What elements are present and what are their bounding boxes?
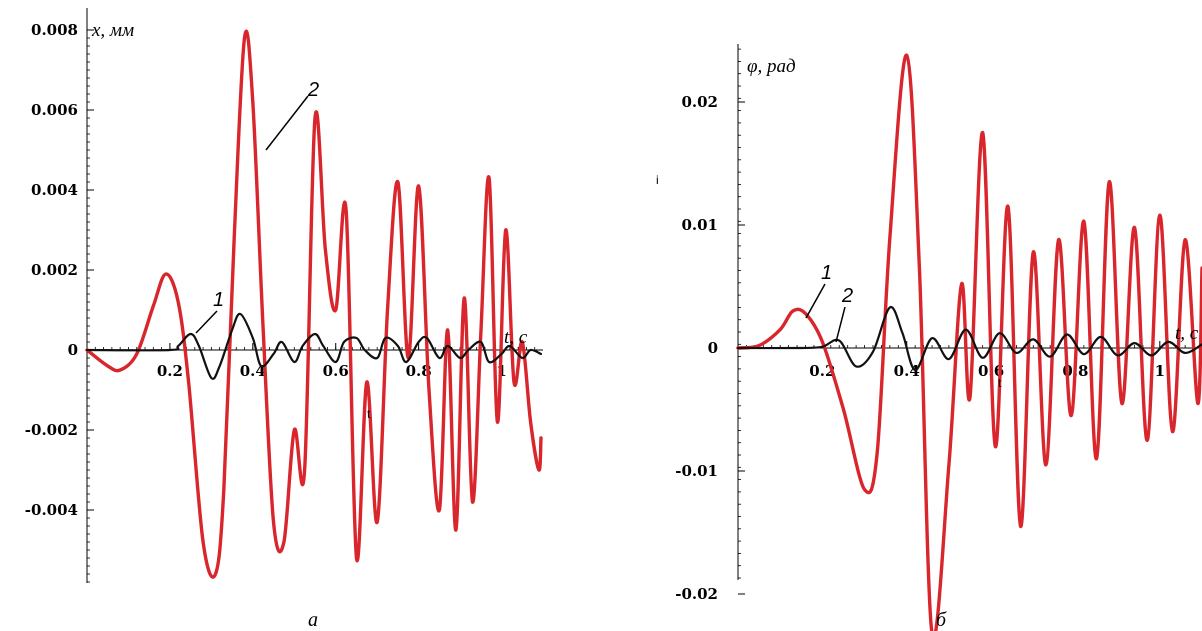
- y-tick-label-b: 0.02: [681, 93, 718, 111]
- x-axis-label-b: t, c: [1175, 323, 1199, 344]
- x-axis-label-a: t, c: [504, 327, 528, 348]
- y-tick-label-b: 0: [708, 339, 718, 357]
- x-tick-label-a: 0.6: [323, 362, 349, 380]
- curve-leader-a-1: [195, 310, 218, 334]
- x-tick-label-b: 1: [1155, 362, 1165, 380]
- stray-mark-a: t: [367, 407, 371, 421]
- y-axis-label-a: x, мм: [91, 20, 134, 41]
- curve-label-a-2: 2: [307, 79, 319, 101]
- curve-label-b-1: 1: [821, 262, 832, 284]
- x-tick-label-a: 0.4: [240, 362, 266, 380]
- panel-label-b: б: [936, 609, 947, 631]
- stray-mark-b-i: i: [656, 173, 659, 187]
- curve-leader-a-2: [265, 95, 309, 151]
- y-tick-label-a: -0.002: [25, 421, 78, 439]
- y-tick-label-a: 0.002: [31, 261, 78, 279]
- series-line-a-1: [85, 312, 543, 380]
- y-tick-label-a: -0.004: [25, 501, 78, 519]
- curve-label-a-1: 1: [213, 289, 224, 311]
- x-tick-label-a: 0.8: [406, 362, 432, 380]
- chart-panel-b: 0.2 0.4 0.6 0.8 10.020.010-0.01-0.02 φ, рад …: [656, 44, 1202, 631]
- y-tick-label-b: 0.01: [681, 216, 718, 234]
- series-line-b-2: [736, 306, 1202, 372]
- y-tick-label-b: -0.01: [675, 462, 718, 480]
- y-axis-label-b: φ, рад: [747, 56, 796, 77]
- y-tick-label-a: 0: [68, 341, 78, 359]
- y-tick-label-a: 0.004: [31, 181, 78, 199]
- y-tick-label-a: 0.006: [31, 101, 78, 119]
- curve-label-b-2: 2: [841, 285, 853, 307]
- y-tick-label-b: -0.02: [675, 585, 718, 603]
- stray-mark-b-t: t: [998, 376, 1002, 390]
- curve-leader-b-2: [835, 306, 846, 343]
- y-tick-label-a: 0.008: [31, 21, 78, 39]
- panel-label-a: а: [308, 609, 318, 631]
- x-tick-label-b: 0.2: [809, 362, 835, 380]
- series-line-a-2: [85, 29, 543, 579]
- chart-panel-a: 0.2 0.4 0.6 0.8 1 0.008 0.006 0.004 0.002 0 -0.002…: [25, 8, 543, 631]
- x-tick-label-a: 0.2: [157, 362, 183, 380]
- curve-leader-b-1: [805, 283, 826, 319]
